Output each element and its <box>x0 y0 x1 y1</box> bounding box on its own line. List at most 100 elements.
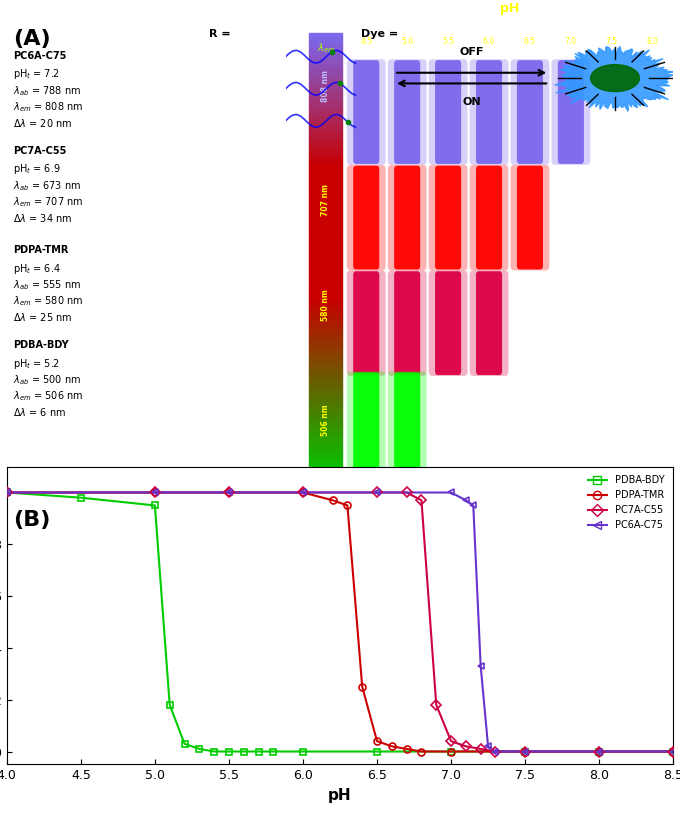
Bar <box>309 99 342 104</box>
FancyBboxPatch shape <box>476 60 502 164</box>
Bar <box>309 354 342 358</box>
Bar <box>309 239 342 244</box>
FancyBboxPatch shape <box>476 271 502 375</box>
Bar <box>309 125 342 130</box>
Text: 7.0: 7.0 <box>565 37 577 46</box>
FancyBboxPatch shape <box>517 60 543 164</box>
Bar <box>309 85 342 90</box>
X-axis label: pH: pH <box>328 787 352 803</box>
Polygon shape <box>591 65 639 91</box>
Text: $\lambda_{ab}$ = 788 nm: $\lambda_{ab}$ = 788 nm <box>14 84 82 98</box>
Bar <box>309 319 342 323</box>
Bar <box>309 415 342 420</box>
FancyBboxPatch shape <box>428 270 467 376</box>
Bar <box>309 327 342 332</box>
FancyBboxPatch shape <box>517 166 543 270</box>
Bar <box>309 367 342 372</box>
Bar <box>309 95 342 99</box>
Bar <box>309 112 342 117</box>
Bar <box>309 363 342 367</box>
Text: 4.5: 4.5 <box>360 37 373 46</box>
Bar <box>309 266 342 270</box>
Text: ON: ON <box>462 97 481 107</box>
Bar <box>309 261 342 266</box>
Text: 808 nm: 808 nm <box>321 70 330 102</box>
Bar <box>309 332 342 336</box>
Bar <box>309 81 342 85</box>
Bar <box>309 209 342 213</box>
Text: pH$_t$ = 6.9: pH$_t$ = 6.9 <box>14 163 61 177</box>
Bar <box>309 213 342 218</box>
Bar <box>309 55 342 59</box>
FancyBboxPatch shape <box>388 164 426 270</box>
Bar <box>309 349 342 354</box>
Bar <box>309 358 342 363</box>
Bar <box>309 50 342 55</box>
Text: 506 nm: 506 nm <box>321 404 330 436</box>
Bar <box>309 301 342 306</box>
FancyBboxPatch shape <box>388 372 426 477</box>
Text: 6.0: 6.0 <box>483 37 495 46</box>
Bar <box>309 178 342 182</box>
Bar <box>309 372 342 376</box>
Bar <box>309 340 342 345</box>
FancyBboxPatch shape <box>470 270 509 376</box>
Text: OFF: OFF <box>460 47 484 57</box>
Text: $\lambda_{ab}$ = 673 nm: $\lambda_{ab}$ = 673 nm <box>14 179 82 192</box>
Text: PDBA-BDY: PDBA-BDY <box>14 340 69 350</box>
Text: 5.5: 5.5 <box>442 37 454 46</box>
Polygon shape <box>555 47 675 111</box>
Text: 6.5: 6.5 <box>524 37 536 46</box>
FancyBboxPatch shape <box>347 59 386 164</box>
Bar <box>309 442 342 446</box>
Text: $\lambda_{em}$ = 506 nm: $\lambda_{em}$ = 506 nm <box>14 390 84 404</box>
Bar <box>309 306 342 310</box>
Bar <box>309 121 342 125</box>
Bar <box>309 270 342 275</box>
Bar <box>309 433 342 437</box>
Bar <box>309 394 342 398</box>
Bar <box>309 226 342 231</box>
Text: 5.0: 5.0 <box>401 37 413 46</box>
Bar <box>309 46 342 50</box>
Bar <box>309 187 342 192</box>
Text: $\lambda_{em}$: $\lambda_{em}$ <box>316 42 335 55</box>
Bar <box>309 169 342 173</box>
Text: (B): (B) <box>14 510 51 529</box>
Bar <box>309 138 342 143</box>
Text: R =: R = <box>209 30 231 39</box>
FancyBboxPatch shape <box>470 164 509 270</box>
Bar <box>309 160 342 164</box>
Bar <box>309 147 342 151</box>
Bar <box>309 402 342 407</box>
Bar <box>309 117 342 121</box>
Bar <box>309 284 342 288</box>
FancyBboxPatch shape <box>435 271 461 375</box>
Bar <box>309 450 342 455</box>
Bar <box>309 297 342 301</box>
Bar <box>309 293 342 297</box>
Bar <box>309 164 342 169</box>
Bar <box>309 257 342 261</box>
Text: 580 nm: 580 nm <box>321 289 330 321</box>
FancyBboxPatch shape <box>347 372 386 477</box>
FancyBboxPatch shape <box>558 60 584 164</box>
Bar <box>309 108 342 112</box>
Bar <box>309 376 342 381</box>
Text: pH$_t$ = 7.2: pH$_t$ = 7.2 <box>14 67 61 81</box>
Bar <box>309 385 342 389</box>
Bar <box>309 235 342 239</box>
Bar <box>309 134 342 138</box>
FancyBboxPatch shape <box>353 372 379 476</box>
Text: $\lambda_{em}$ = 707 nm: $\lambda_{em}$ = 707 nm <box>14 196 84 209</box>
Bar <box>309 90 342 95</box>
Text: pH$_t$ = 6.4: pH$_t$ = 6.4 <box>14 261 61 275</box>
Text: $\lambda_{em}$ = 580 nm: $\lambda_{em}$ = 580 nm <box>14 294 84 308</box>
Bar <box>309 275 342 279</box>
Text: pH$_t$ = 5.2: pH$_t$ = 5.2 <box>14 357 61 371</box>
Bar <box>309 389 342 394</box>
Text: PDPA-TMR: PDPA-TMR <box>14 245 69 256</box>
FancyBboxPatch shape <box>347 270 386 376</box>
Text: $\Delta\lambda$ = 20 nm: $\Delta\lambda$ = 20 nm <box>14 117 73 128</box>
Text: PC7A-C55: PC7A-C55 <box>14 146 67 156</box>
